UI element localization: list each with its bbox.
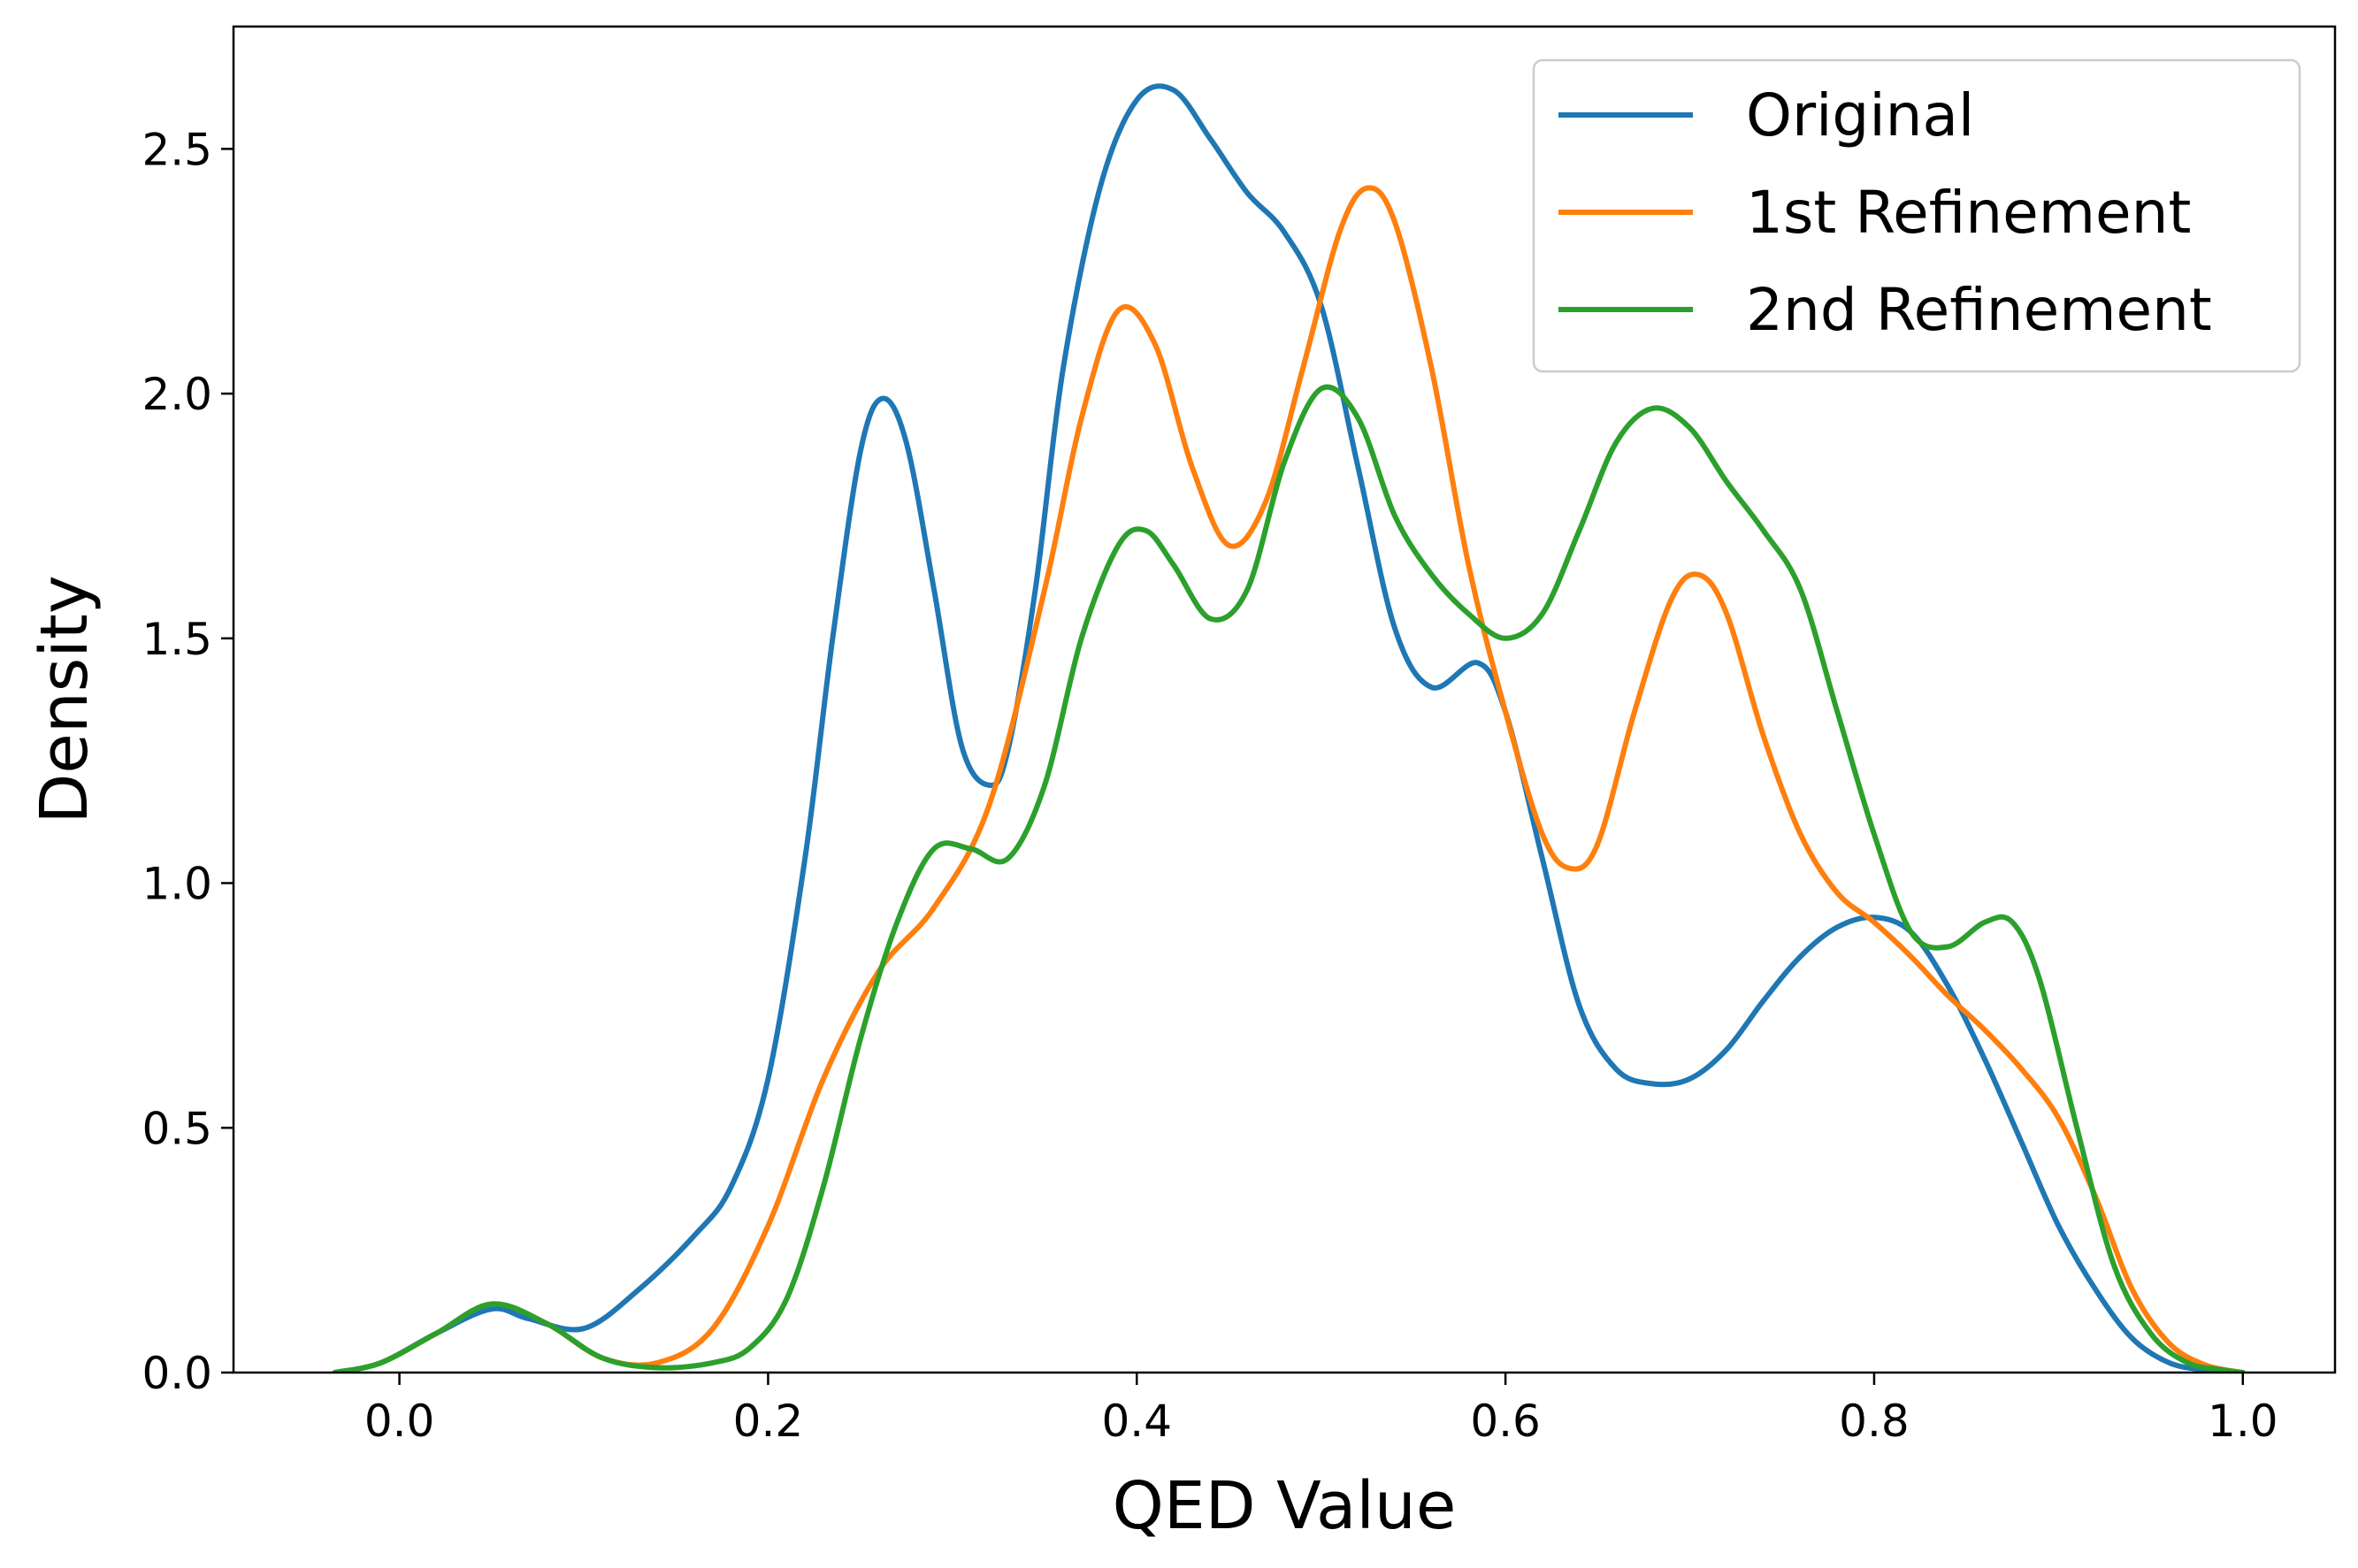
legend-label-3: 2nd Refinement bbox=[1746, 276, 2212, 344]
series-line-1 bbox=[332, 83, 2246, 1373]
x-tick-label: 0.2 bbox=[733, 1396, 804, 1447]
y-axis: 0.0 0.5 1.0 1.5 2.0 2.5 bbox=[142, 124, 234, 1399]
y-tick-label: 2.5 bbox=[142, 124, 212, 175]
x-axis-title: QED Value bbox=[1113, 1468, 1457, 1544]
legend: Original 1st Refinement 2nd Refinement bbox=[1532, 58, 2301, 373]
legend-box bbox=[1532, 58, 2301, 373]
x-tick-label: 0.0 bbox=[364, 1396, 435, 1447]
x-tick-label: 0.4 bbox=[1101, 1396, 1172, 1447]
series-line-3 bbox=[332, 384, 2246, 1373]
y-tick-label: 1.5 bbox=[142, 614, 212, 665]
y-tick-label: 0.5 bbox=[142, 1103, 212, 1154]
x-tick-label: 0.6 bbox=[1470, 1396, 1541, 1447]
x-tick-label: 0.8 bbox=[1839, 1396, 1910, 1447]
y-tick-label: 1.0 bbox=[142, 859, 212, 910]
y-tick-label: 0.0 bbox=[142, 1348, 212, 1399]
legend-label-1: Original bbox=[1746, 81, 1974, 149]
plot-area bbox=[332, 83, 2246, 1373]
x-tick-label: 1.0 bbox=[2208, 1396, 2278, 1447]
plot-frame bbox=[232, 25, 2337, 1374]
legend-label-2: 1st Refinement bbox=[1746, 179, 2191, 247]
x-axis: 0.0 0.2 0.4 0.6 0.8 1.0 bbox=[364, 1373, 2278, 1447]
y-axis-title: Density bbox=[27, 575, 103, 823]
series-line-2 bbox=[332, 185, 2246, 1373]
y-tick-label: 2.0 bbox=[142, 369, 212, 420]
